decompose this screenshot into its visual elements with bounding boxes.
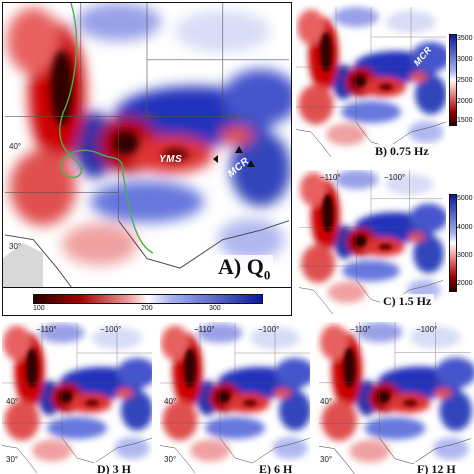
panel-e-title: E) 6 H <box>256 462 296 474</box>
panel-b-title: B) 0.75 Hz <box>372 144 432 158</box>
panel-d-3hz: −110° −100° 40° 30° D) 3 H <box>2 322 152 474</box>
lat-40-label: 40° <box>9 142 22 151</box>
colorbar-tick-5000: 5000 <box>457 195 473 202</box>
lat-40-label: 40° <box>6 397 19 406</box>
panel-a-colorbar-area: 100 200 300 <box>3 287 291 315</box>
panel-a-title-text: A) Q <box>218 254 264 279</box>
lat-40-label: 40° <box>320 397 333 406</box>
panel-d-title: D) 3 H <box>94 462 134 474</box>
panel-c-15hz: −110° −100° C) 1.5 Hz 5000 4000 3000 200… <box>296 170 474 316</box>
panel-a-map <box>3 3 291 287</box>
lat-30-label: 30° <box>6 455 19 464</box>
panel-d-map <box>2 322 152 474</box>
colorbar-tick-3500: 3500 <box>457 35 473 42</box>
lon-100-label: −100° <box>258 325 280 334</box>
lat-30-label: 30° <box>320 455 333 464</box>
panel-e-map <box>160 322 310 474</box>
lon-100-label: −100° <box>416 325 438 334</box>
panel-c-colorbar <box>449 194 457 292</box>
ocean-region <box>3 243 43 287</box>
colorbar-tick-4000: 4000 <box>457 224 473 231</box>
panel-b-colorbar <box>449 34 457 126</box>
lon-110-label: −110° <box>36 325 57 334</box>
panel-c-title: C) 1.5 Hz <box>380 294 435 308</box>
station-marker <box>213 155 218 163</box>
panel-b-map <box>296 2 446 162</box>
station-marker <box>235 146 243 153</box>
panel-f-12hz: −110° −100° 40° 30° F) 12 H <box>316 322 474 474</box>
colorbar-tick-300: 300 <box>209 305 221 312</box>
lat-30-label: 30° <box>9 242 22 251</box>
lat-40-label: 40° <box>164 397 177 406</box>
panel-b-075hz: MCR B) 0.75 Hz 3500 3000 2500 2000 1500 <box>296 2 474 164</box>
colorbar-tick-200: 200 <box>141 305 153 312</box>
colorbar-tick-2500: 2500 <box>457 77 473 84</box>
colorbar-tick-1500: 1500 <box>457 117 473 124</box>
panel-a-title-subscript: 0 <box>263 267 271 283</box>
panel-a-q0: WC YMS MCR 40° 30° A) Q0 100 200 300 <box>2 2 292 316</box>
lon-100-label: −100° <box>100 325 122 334</box>
colorbar-tick-100: 100 <box>33 305 45 312</box>
label-wc: WC <box>111 74 129 85</box>
lat-30-label: 30° <box>164 455 177 464</box>
colorbar-tick-3000: 3000 <box>457 56 473 63</box>
lon-110-label: −110° <box>350 325 371 334</box>
panel-e-6hz: −110° −100° 40° 30° E) 6 H <box>160 322 310 474</box>
panel-c-map <box>296 170 446 314</box>
lon-100-label: −100° <box>384 173 406 182</box>
colorbar-tick-2000: 2000 <box>457 98 473 105</box>
panel-a-colorbar <box>33 294 263 304</box>
lon-110-label: −110° <box>320 173 341 182</box>
colorbar-tick-2000: 2000 <box>457 280 473 287</box>
colorbar-tick-3000: 3000 <box>457 252 473 259</box>
lon-110-label: −110° <box>194 325 215 334</box>
panel-a-title: A) Q0 <box>215 254 274 283</box>
label-yms: YMS <box>159 154 183 165</box>
station-marker <box>247 160 255 167</box>
panel-f-title: F) 12 H <box>414 462 459 474</box>
panel-f-map <box>316 322 474 474</box>
province-boundary-line <box>59 3 154 254</box>
